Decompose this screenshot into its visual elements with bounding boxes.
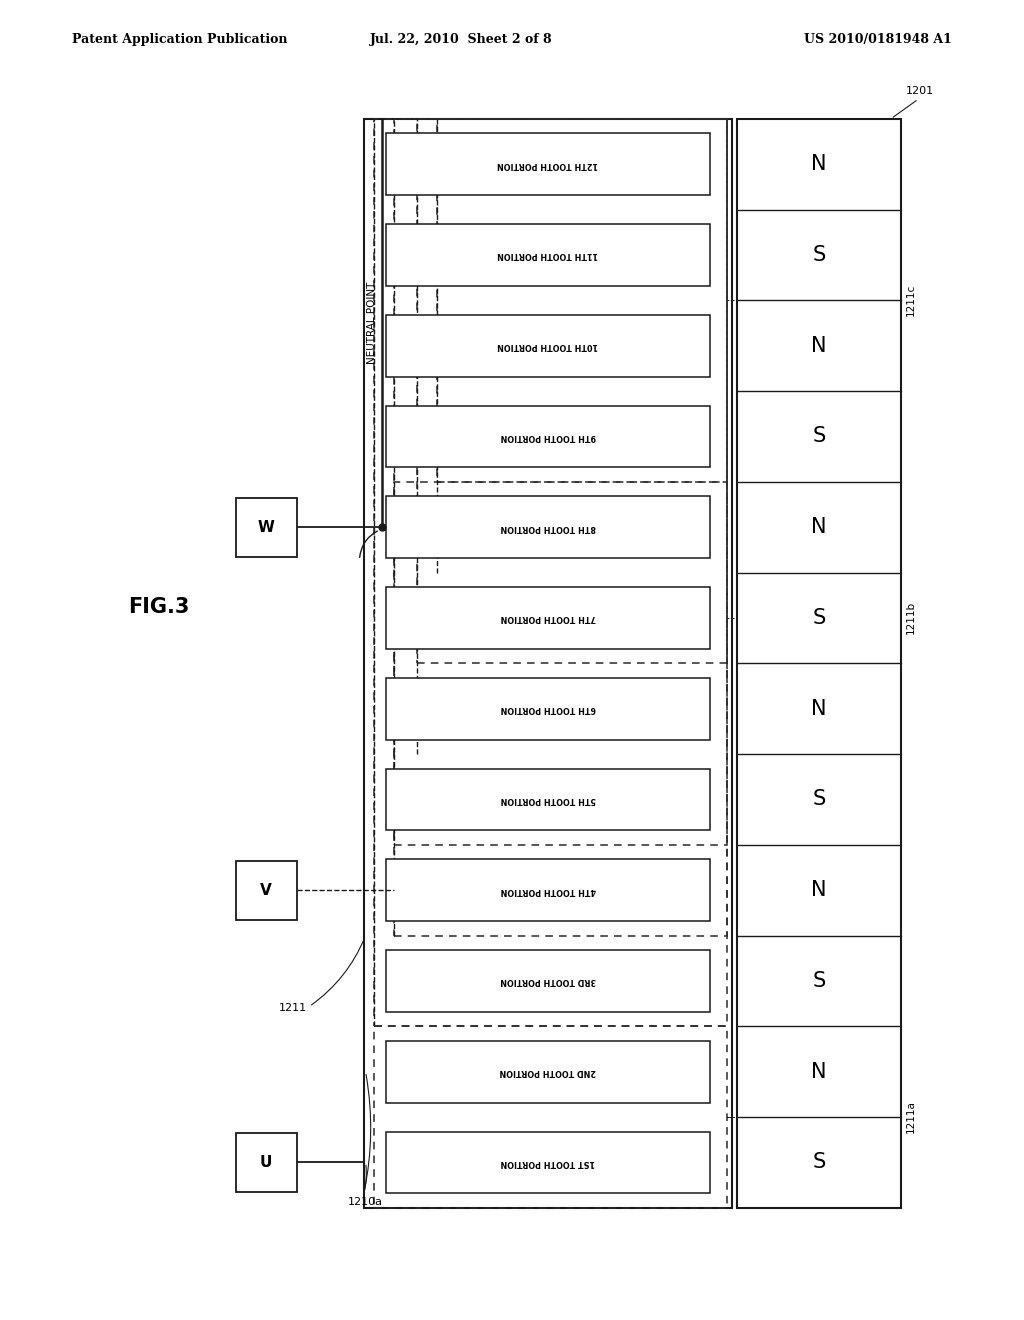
Bar [236,1133,297,1192]
Bar [394,119,727,845]
Text: N: N [811,1061,827,1081]
Text: W: W [258,520,274,535]
Bar [386,1040,710,1102]
Bar [386,1131,710,1193]
Text: 1211b: 1211b [906,602,916,635]
Text: N: N [811,698,827,718]
Text: 1211a: 1211a [906,1101,916,1134]
Text: N: N [811,517,827,537]
Bar [374,1027,727,1208]
Text: 10TH TOOTH PORTION: 10TH TOOTH PORTION [498,341,598,350]
Text: N: N [811,880,827,900]
Text: 3RD TOOTH PORTION: 3RD TOOTH PORTION [500,977,596,986]
Text: N: N [811,335,827,355]
Text: 8TH TOOTH PORTION: 8TH TOOTH PORTION [500,523,596,532]
Text: Jul. 22, 2010  Sheet 2 of 8: Jul. 22, 2010 Sheet 2 of 8 [370,33,552,46]
Text: 7TH TOOTH PORTION: 7TH TOOTH PORTION [500,614,596,623]
Bar [386,768,710,830]
Text: 1210a: 1210a [348,1197,383,1208]
Bar [374,119,727,1027]
Text: S: S [813,1152,825,1172]
Bar [386,224,710,286]
Bar [437,119,727,482]
Text: 12TH TOOTH PORTION: 12TH TOOTH PORTION [498,160,598,169]
Bar [386,950,710,1011]
Bar [737,119,901,1208]
Text: 4TH TOOTH PORTION: 4TH TOOTH PORTION [500,886,596,895]
Bar [386,133,710,195]
Text: Patent Application Publication: Patent Application Publication [72,33,287,46]
Bar [386,587,710,648]
Text: 1ST TOOTH PORTION: 1ST TOOTH PORTION [501,1158,595,1167]
Text: S: S [813,246,825,265]
Bar [236,861,297,920]
Text: S: S [813,789,825,809]
Text: 5TH TOOTH PORTION: 5TH TOOTH PORTION [500,795,596,804]
Text: V: V [260,883,272,898]
Bar [386,315,710,376]
Text: 6TH TOOTH PORTION: 6TH TOOTH PORTION [500,704,596,713]
Text: 2ND TOOTH PORTION: 2ND TOOTH PORTION [500,1067,596,1076]
Text: 11TH TOOTH PORTION: 11TH TOOTH PORTION [498,251,598,260]
Bar [394,482,727,936]
Text: S: S [813,609,825,628]
Text: 1211: 1211 [280,1003,307,1014]
Text: U: U [260,1155,272,1170]
Text: 9TH TOOTH PORTION: 9TH TOOTH PORTION [500,432,596,441]
Text: N: N [811,154,827,174]
Text: S: S [813,972,825,991]
Bar [386,405,710,467]
FancyArrowPatch shape [359,531,378,557]
Text: US 2010/0181948 A1: US 2010/0181948 A1 [805,33,952,46]
Text: 1201: 1201 [906,86,934,96]
Text: NEUTRAL POINT: NEUTRAL POINT [367,281,377,364]
Bar [386,678,710,739]
Text: 1211c: 1211c [906,284,916,317]
Bar [236,498,297,557]
Text: FIG.3: FIG.3 [128,597,189,618]
Bar [417,119,727,663]
Bar [364,119,732,1208]
Bar [386,496,710,558]
Bar [386,859,710,921]
Text: S: S [813,426,825,446]
